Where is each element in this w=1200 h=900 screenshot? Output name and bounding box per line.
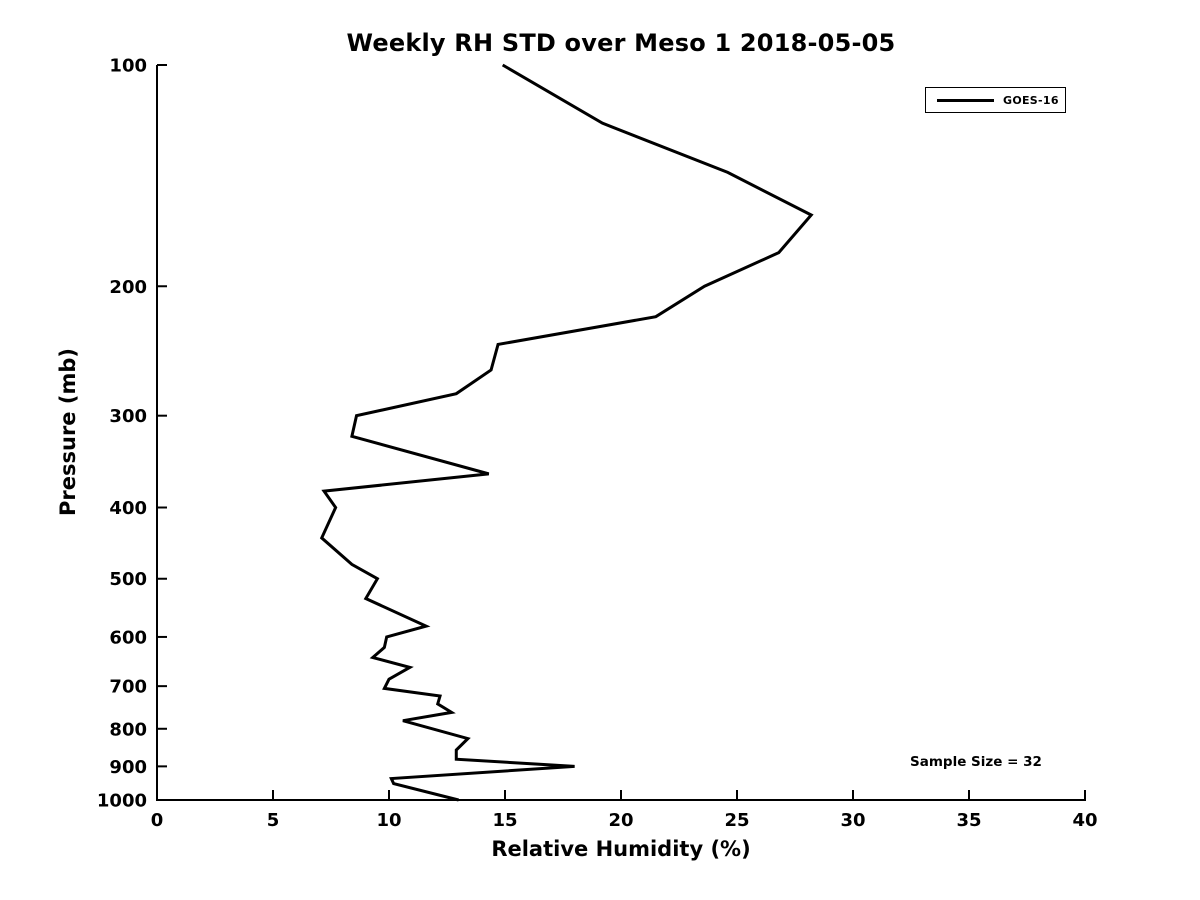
y-tick-label: 100 (109, 56, 147, 77)
y-tick-label: 900 (109, 757, 147, 778)
x-tick-label: 30 (840, 810, 865, 831)
legend: GOES-16 (925, 87, 1066, 113)
sample-size-annotation: Sample Size = 32 (910, 754, 1042, 770)
y-tick-label: 200 (109, 277, 147, 298)
y-axis-label: Pressure (mb) (56, 348, 80, 516)
series-line-goes-16 (319, 63, 814, 802)
x-tick-label: 15 (492, 810, 517, 831)
y-tick-label: 1000 (97, 791, 147, 812)
legend-entry-label: GOES-16 (1003, 93, 1059, 107)
x-tick-label: 35 (956, 810, 981, 831)
y-tick-label: 400 (109, 498, 147, 519)
x-tick-label: 10 (376, 810, 401, 831)
y-tick-label: 300 (109, 406, 147, 427)
y-tick-label: 600 (109, 627, 147, 648)
x-tick-label: 0 (151, 810, 164, 831)
x-tick-label: 40 (1072, 810, 1097, 831)
x-tick-label: 25 (724, 810, 749, 831)
legend-line-sample (937, 98, 994, 102)
x-tick-label: 5 (267, 810, 280, 831)
chart-title: Weekly RH STD over Meso 1 2018-05-05 (346, 29, 896, 57)
y-tick-label: 800 (109, 719, 147, 740)
y-tick-label: 500 (109, 569, 147, 590)
x-tick-label: 20 (608, 810, 633, 831)
y-tick-label: 700 (109, 677, 147, 698)
x-axis-label: Relative Humidity (%) (491, 837, 751, 861)
